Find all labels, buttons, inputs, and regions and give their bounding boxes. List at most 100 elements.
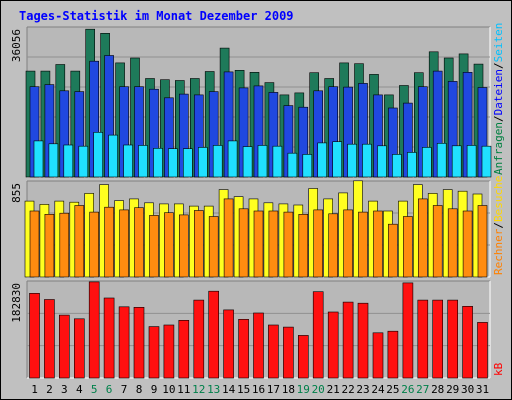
bar — [163, 324, 175, 379]
y-axis-max-label: 36056 — [10, 29, 23, 62]
series-rechner — [29, 198, 488, 278]
x-tick-label: 9 — [151, 383, 158, 396]
bar — [74, 205, 85, 278]
chart-panels: 36056Anfragen/Dateien/Seiten855Rechner/B… — [10, 23, 505, 379]
bar — [88, 281, 100, 379]
bar — [372, 332, 384, 379]
bar — [178, 319, 190, 379]
bar — [313, 209, 324, 278]
x-tick-label: 17 — [267, 383, 280, 396]
bar — [283, 211, 294, 278]
bar — [78, 145, 89, 178]
bar — [93, 132, 103, 178]
bar — [343, 209, 353, 278]
series-legend: kB — [492, 362, 505, 376]
x-tick-labels: 1 2 3 4 5 6 7 8 9 10 11 12 13 14 15 16 17 18 19 20 21 22 23 24 2… — [31, 383, 489, 396]
legend-entry: Besuche — [492, 176, 505, 222]
x-tick-label: 28 — [431, 383, 444, 396]
bar — [193, 299, 205, 379]
bar — [407, 152, 417, 178]
x-tick-label: 24 — [371, 383, 385, 396]
bar — [297, 335, 309, 379]
x-tick-label: 21 — [327, 383, 340, 396]
bar — [327, 311, 339, 379]
bar — [373, 210, 383, 278]
x-tick-label: 13 — [207, 383, 220, 396]
x-tick-label: 19 — [297, 383, 310, 396]
bar — [164, 212, 174, 278]
x-tick-label: 14 — [222, 383, 236, 396]
bar — [447, 208, 458, 278]
bar — [134, 207, 144, 278]
bar — [104, 206, 114, 278]
bar — [29, 210, 40, 278]
bar — [118, 306, 130, 379]
x-tick-label: 18 — [282, 383, 295, 396]
legend-entry: Rechner — [492, 228, 505, 275]
bar — [253, 210, 264, 278]
bar — [257, 145, 268, 178]
x-tick-label: 1 — [31, 383, 38, 396]
bar — [342, 301, 354, 379]
bar — [477, 322, 488, 379]
bar — [272, 145, 283, 178]
bar — [466, 145, 477, 178]
bar — [328, 213, 339, 278]
bar — [108, 134, 118, 178]
bar — [387, 330, 399, 379]
x-tick-label: 11 — [177, 383, 190, 396]
series-dateien — [29, 55, 488, 178]
legend-entry: Seiten — [492, 23, 505, 63]
bar — [138, 145, 148, 178]
x-tick-label: 29 — [446, 383, 459, 396]
bar — [168, 148, 178, 178]
bar — [421, 147, 432, 178]
legend-entry: / — [492, 62, 505, 69]
series-legend: Anfragen/Dateien/Seiten — [492, 23, 505, 175]
bar — [317, 142, 328, 178]
bar — [153, 148, 163, 178]
bar — [227, 140, 238, 178]
bar — [74, 318, 85, 379]
bar — [89, 211, 99, 278]
panel-volume: 182830 kB — [10, 280, 505, 379]
x-tick-label: 22 — [341, 383, 354, 396]
x-tick-label: 2 — [46, 383, 53, 396]
x-tick-label: 27 — [416, 383, 429, 396]
bar — [357, 302, 369, 379]
legend-entry: Anfragen — [492, 122, 505, 175]
series-legend: Rechner/Besuche — [492, 176, 505, 275]
x-tick-label: 15 — [237, 383, 250, 396]
series-kb — [29, 281, 488, 379]
chart-title: Tages-Statistik im Monat Dezember 2009 — [19, 9, 294, 23]
bar — [392, 154, 402, 178]
bar — [198, 147, 208, 178]
bar — [242, 146, 253, 178]
bar — [119, 209, 129, 278]
x-tick-label: 4 — [76, 383, 83, 396]
x-tick-label: 10 — [162, 383, 175, 396]
bar — [179, 214, 189, 278]
bar — [123, 144, 133, 178]
bar — [432, 299, 444, 379]
bar — [377, 145, 387, 178]
bar — [432, 205, 443, 278]
series-besuche — [24, 180, 483, 278]
bar — [417, 198, 428, 278]
x-tick-label: 20 — [312, 383, 325, 396]
bar — [402, 282, 414, 379]
bar — [298, 214, 309, 278]
x-tick-label: 23 — [356, 383, 369, 396]
x-tick-label: 12 — [192, 383, 205, 396]
x-tick-label: 16 — [252, 383, 265, 396]
bar — [194, 210, 204, 278]
bar — [183, 148, 193, 178]
bar — [63, 144, 74, 178]
bar — [283, 326, 294, 379]
bar — [447, 299, 459, 379]
x-tick-label: 25 — [386, 383, 399, 396]
x-tick-label: 3 — [61, 383, 68, 396]
legend-entry: Dateien — [492, 69, 505, 115]
bar — [481, 145, 492, 178]
